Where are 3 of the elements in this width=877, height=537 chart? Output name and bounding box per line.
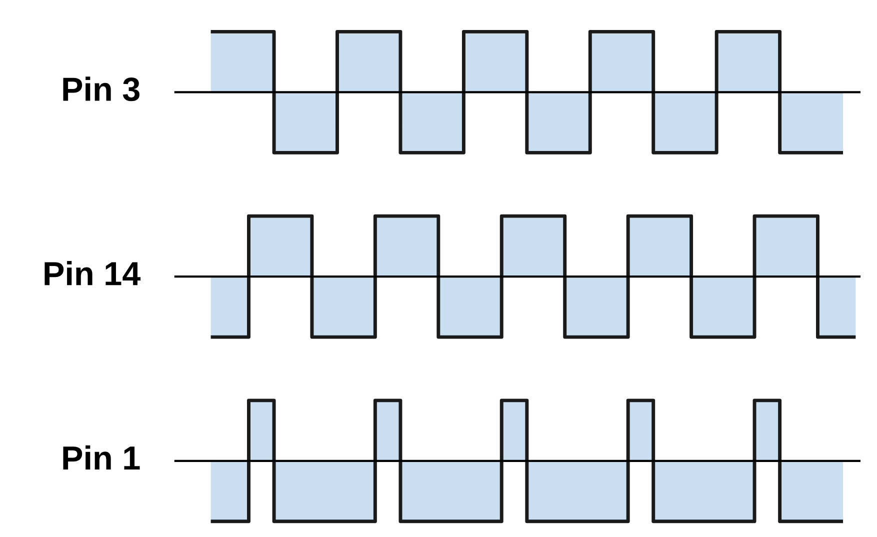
y-axis-title: Pin 3 <box>63 76 140 102</box>
y-axis-title: Pin 14 <box>44 261 141 286</box>
y-axis-title: Pin 1 <box>63 445 140 470</box>
